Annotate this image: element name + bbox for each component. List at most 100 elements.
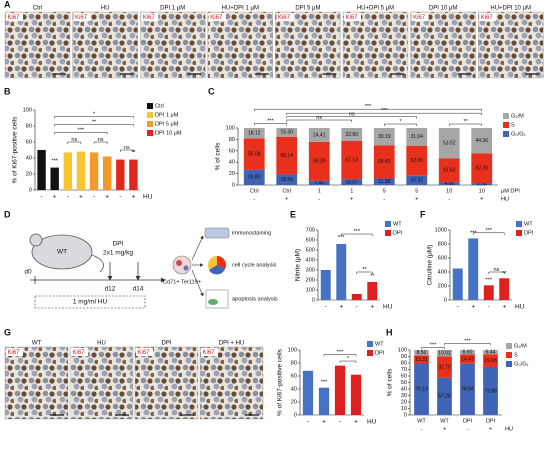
legend-label: S (514, 352, 518, 358)
value-label: 24.41 (313, 132, 326, 138)
value-label: 31.04 (410, 134, 423, 140)
significance-label: * (93, 111, 96, 117)
significance-label: ns (494, 267, 500, 273)
significance-label: *** (353, 229, 360, 235)
arrow (191, 269, 204, 297)
x-tick-label: 1 (318, 188, 321, 194)
value-label: 52.30 (475, 166, 488, 172)
y-tick-label: 600 (306, 237, 315, 243)
value-label: 6.60 (463, 349, 473, 355)
legend-swatch (147, 103, 153, 109)
significance-label: *** (365, 104, 372, 110)
bar (468, 238, 479, 300)
dose-label: 2x1 mg/kg (103, 250, 133, 257)
bar-segment (308, 127, 330, 142)
value-label: 3.34 (477, 181, 487, 187)
stain-label: Ki67 (210, 15, 223, 21)
hu-tick-label: + (480, 196, 483, 202)
value-label: 10.07 (345, 179, 358, 185)
y-tick-label: 20 (229, 171, 235, 177)
diagram: WT DPI 2x1 mg/kg d0 d12 d14 1 mg/ml HU C… (24, 227, 278, 309)
micrograph (139, 11, 206, 79)
x-axis-label: HU (515, 304, 525, 311)
legend-label: G₀/G₁ (511, 131, 526, 137)
x-tick-label: - (356, 304, 358, 311)
y-axis-label: % of cells (387, 368, 394, 397)
significance-bracket (286, 112, 482, 116)
bar-segment (243, 169, 265, 185)
significance-bracket (120, 149, 134, 152)
image-label: HU+DPI 10 μM (490, 6, 531, 12)
x-tick-label: - (93, 194, 95, 201)
micrograph (72, 11, 138, 79)
micrograph (275, 11, 341, 79)
significance-label: ** (362, 267, 367, 273)
bar (302, 370, 314, 415)
y-tick-label: 400 (438, 269, 447, 275)
day-label: d14 (133, 286, 144, 293)
bar-segment (406, 127, 428, 146)
value-label: 73.88 (484, 388, 497, 394)
stain-label: Ki67 (73, 350, 86, 356)
bar-segment (460, 354, 475, 364)
x-axis-label: μM DPI (501, 188, 520, 194)
image-label: DPI 5 μM (295, 6, 320, 12)
image-label: DPI + HU (219, 341, 245, 347)
legend-label: DPI (375, 350, 385, 356)
significance-label: *** (464, 338, 471, 344)
y-tick-label: 80 (229, 137, 235, 143)
legend-label: G₀/G₁ (514, 361, 529, 367)
significance-label: *** (321, 379, 328, 385)
legend-swatch (367, 341, 373, 347)
y-tick-label: 200 (438, 283, 447, 289)
y-tick-label: 0 (444, 297, 447, 303)
micrograph (207, 11, 274, 79)
slide-icon (204, 227, 230, 239)
panel-letter: G (4, 327, 11, 337)
bar-segment (483, 350, 498, 355)
bar-segment (438, 158, 460, 183)
bar-segment (373, 145, 395, 179)
micrograph (4, 346, 69, 420)
significance-label: ns (98, 137, 104, 143)
cell-icon (172, 255, 192, 275)
hu-tick-label: - (253, 196, 255, 202)
stain-label: Ki67 (203, 350, 216, 356)
legend-swatch (385, 230, 391, 236)
micrograph (199, 346, 264, 420)
y-tick-label: 60 (229, 148, 235, 154)
image-label: WT (32, 341, 42, 347)
y-tick-label: 300 (306, 267, 315, 273)
mouse (31, 234, 93, 270)
bar (367, 282, 378, 300)
hu-tick-label: + (285, 196, 288, 202)
stain-label: Ki67 (8, 15, 21, 21)
x-tick-label: DPI (463, 418, 473, 424)
x-tick-label: - (119, 194, 121, 201)
y-axis-label: % of cells (215, 142, 222, 171)
value-label: 22.80 (345, 132, 358, 138)
value-label: 57.28 (438, 394, 451, 400)
value-label: 6.44 (486, 349, 496, 355)
x-tick-label: - (40, 194, 42, 201)
significance-label: * (347, 356, 350, 362)
value-label: 53.52 (443, 141, 456, 147)
y-tick-label: 200 (306, 277, 315, 283)
bar-segment (414, 355, 429, 364)
micrograph (342, 11, 409, 79)
legend-swatch (367, 350, 373, 356)
bar-segment (243, 128, 265, 139)
x-tick-label: WT (440, 418, 449, 424)
y-tick-label: 400 (306, 257, 315, 263)
y-tick-label: 100 (288, 347, 297, 353)
stain-label: Ki67 (8, 350, 21, 356)
significance-bracket (488, 271, 505, 274)
analysis-label: apoptosis analysis (232, 296, 278, 302)
hu-tick-label: + (415, 196, 418, 202)
value-label: 44.36 (475, 138, 488, 144)
legend-swatch (516, 221, 522, 227)
significance-bracket (254, 108, 482, 112)
bar-segment (460, 350, 475, 355)
x-tick-label: 5 (415, 188, 418, 194)
y-tick-label: 800 (438, 241, 447, 247)
